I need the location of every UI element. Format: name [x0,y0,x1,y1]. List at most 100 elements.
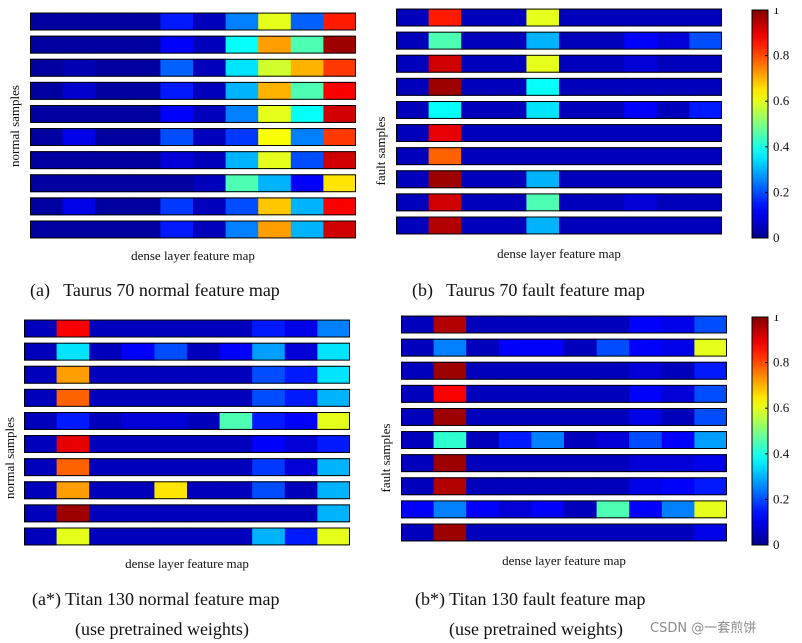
heatmap-cell [591,101,625,119]
heatmap-cell [219,388,253,407]
heatmap-cell [284,481,318,500]
heatmap-cell [127,58,161,77]
heatmap-cell [225,151,259,170]
heatmap-cell [193,35,227,54]
heatmap-cell [564,431,598,449]
heatmap-cell [591,31,625,50]
heatmap-cell [323,58,356,77]
heatmap-cell [121,504,155,523]
heatmap-cell [428,31,462,50]
heatmap-cell [559,147,593,166]
heatmap-row [396,124,722,142]
heatmap-cell [258,105,292,123]
heatmap-cell [290,220,324,239]
heatmap-cell [461,101,495,119]
row-outline [401,338,727,357]
heatmap-cell [187,504,221,523]
heatmap-cell [433,477,467,496]
heatmap-cell [193,58,227,77]
heatmap-cell [498,477,532,496]
heatmap-cell [127,12,161,31]
row-outline [24,458,350,477]
heatmap-cell [160,58,194,77]
heatmap-cell [225,197,259,216]
heatmap-cell [624,101,658,119]
row-outline [30,220,356,239]
heatmap-cell [121,481,155,500]
row-outline [24,412,350,430]
colorbar-gradient [751,9,769,239]
heatmap-cell [689,8,722,27]
row-outline [401,408,727,426]
colorbar-tick-label: 0.8 [773,355,789,370]
heatmap-cell [30,35,64,54]
heatmap-cell [219,365,253,384]
heatmap-cell [30,151,64,170]
heatmap-cell [596,315,630,334]
heatmap-cell [95,174,129,193]
heatmap-cell [661,431,695,449]
heatmap-cell [689,193,722,212]
heatmap-cell [154,458,188,477]
heatmap-row [396,147,722,166]
heatmap-cell [160,81,194,100]
heatmap-row [30,128,356,146]
heatmap-cell [30,128,64,146]
heatmap-cell [323,81,356,100]
heatmap-cell [629,361,663,380]
heatmap-cell [30,197,64,216]
heatmap-cell [559,8,593,27]
heatmap-cell [62,58,96,77]
heatmap-cell [24,388,58,407]
heatmap-cell [428,124,462,142]
row-outline [24,319,350,338]
heatmap-cell [225,12,259,31]
heatmap-cell [466,338,500,357]
heatmap-cell [466,384,500,403]
heatmap-cell [466,431,500,449]
heatmap-cell [493,101,527,119]
heatmap-cell [656,147,690,166]
heatmap-row [401,454,727,473]
heatmap-cell [24,527,58,546]
heatmap-cell [526,31,560,50]
heatmap-cell [193,105,227,123]
heatmap-cell [433,384,467,403]
heatmap-cell [629,523,663,542]
heatmap-cell [526,216,560,235]
heatmap-cell [661,338,695,357]
heatmap-a-star [24,319,350,546]
row-outline [30,58,356,77]
heatmap-cell [317,342,350,361]
heatmap-cell [428,216,462,235]
row-outline [401,454,727,473]
heatmap-cell [428,170,462,189]
heatmap-cell [498,361,532,380]
heatmap-cell [396,170,430,189]
heatmap-cell [24,504,58,523]
heatmap-cell [187,342,221,361]
heatmap-cell [591,8,625,27]
heatmap-row [24,319,350,338]
heatmap-cell [317,435,350,453]
heatmap-cell [591,216,625,235]
heatmap-row [396,193,722,212]
heatmap-cell [498,523,532,542]
heatmap-cell [62,12,96,31]
heatmap-cell [290,197,324,216]
row-outline [24,435,350,453]
heatmap-cell [694,315,727,334]
heatmap-cell [461,77,495,96]
heatmap-cell [193,81,227,100]
row-outline [396,77,722,96]
heatmap-cell [498,431,532,449]
xlabel-b-star: dense layer feature map [502,553,626,568]
heatmap-cell [95,58,129,77]
heatmap-cell [225,128,259,146]
heatmap-cell [661,315,695,334]
heatmap-cell [624,170,658,189]
colorbar-tick-label: 0.8 [773,48,789,63]
heatmap-cell [661,384,695,403]
heatmap-cell [317,481,350,500]
caption2-b-star: (use pretrained weights) [449,619,623,639]
